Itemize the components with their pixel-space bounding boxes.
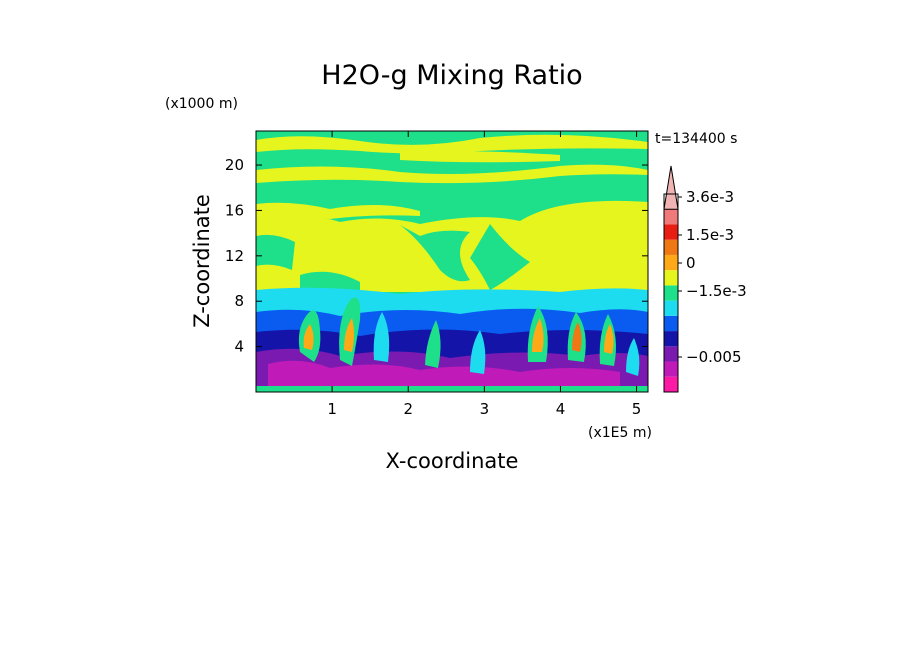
colorbar-frame xyxy=(663,193,679,393)
colorbar-segment xyxy=(664,331,678,347)
x-tick-label: 4 xyxy=(556,400,566,418)
x-axis-label: X-coordinate xyxy=(386,449,519,473)
colorbar-segment xyxy=(664,361,678,377)
y-tick-label: 4 xyxy=(234,338,244,356)
y-tick-label: 20 xyxy=(225,156,244,174)
colorbar-segment xyxy=(664,300,678,316)
y-unit-label: (x1000 m) xyxy=(165,96,238,112)
x-tick-label: 5 xyxy=(632,400,642,418)
plot-frame xyxy=(255,130,649,393)
colorbar-tick-label: −0.005 xyxy=(686,348,742,366)
y-tick-label: 16 xyxy=(225,201,244,219)
colorbar-segment xyxy=(664,285,678,301)
y-axis-label: Z-coordinate xyxy=(190,194,214,328)
x-tick-label: 3 xyxy=(480,400,490,418)
colorbar-tick-label: 0 xyxy=(686,254,696,272)
x-unit-label: (x1E5 m) xyxy=(588,425,652,441)
y-tick-label: 12 xyxy=(225,247,244,265)
colorbar-segment xyxy=(664,346,678,362)
colorbar-labels: 3.6e-3 1.5e-3 0 −1.5e-3 −0.005 xyxy=(678,188,747,366)
colorbar-tick-label: 1.5e-3 xyxy=(686,226,734,244)
x-tick-label: 2 xyxy=(403,400,413,418)
colorbar-segment xyxy=(664,254,678,271)
x-tick-label: 1 xyxy=(327,400,337,418)
y-axis: 4 8 12 16 20 xyxy=(225,156,648,356)
x-axis: 1 2 3 4 5 xyxy=(327,131,641,418)
colorbar-segment xyxy=(664,376,678,392)
colorbar-segment xyxy=(664,209,678,225)
time-label: t=134400 s xyxy=(655,131,737,147)
colorbar-tick-label: −1.5e-3 xyxy=(686,282,747,300)
colorbar-segment xyxy=(664,224,678,240)
colorbar-arrow xyxy=(663,165,679,210)
colorbar xyxy=(663,165,679,393)
heatmap-field xyxy=(256,131,648,392)
y-tick-label: 8 xyxy=(234,292,244,310)
colorbar-segment xyxy=(664,315,678,332)
colorbar-segment xyxy=(664,270,678,286)
colorbar-tick-label: 3.6e-3 xyxy=(686,188,734,206)
colorbar-segment xyxy=(664,239,678,255)
chart-title: H2O-g Mixing Ratio xyxy=(321,60,582,91)
